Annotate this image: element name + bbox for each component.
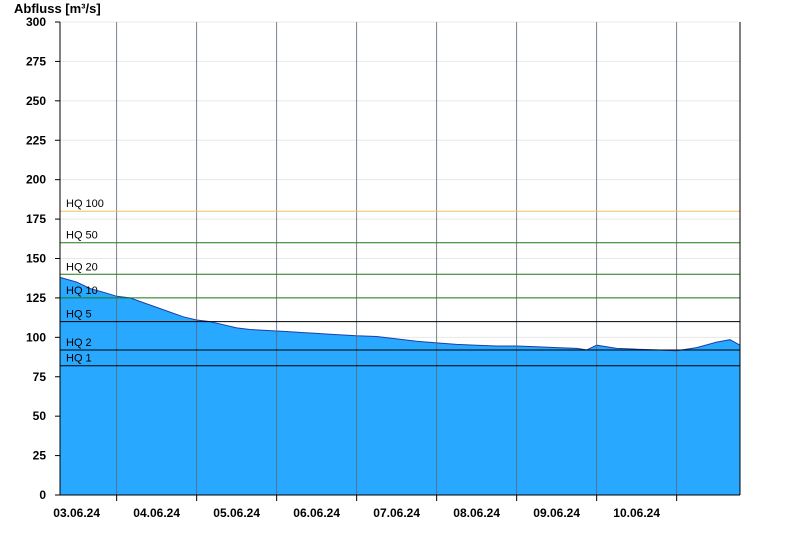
y-tick-label: 50 xyxy=(33,409,47,423)
discharge-line xyxy=(59,276,741,352)
reference-line-label: HQ 100 xyxy=(66,198,104,210)
x-tick-label: 10.06.24 xyxy=(613,506,660,520)
x-tick-label: 06.06.24 xyxy=(293,506,340,520)
y-tick-label: 225 xyxy=(26,133,46,147)
y-tick-label: 125 xyxy=(26,291,46,305)
reference-line-label: HQ 50 xyxy=(66,230,98,242)
y-tick-label: 75 xyxy=(33,370,47,384)
y-tick-label: 300 xyxy=(26,15,46,29)
x-tick-label: 03.06.24 xyxy=(53,506,100,520)
y-tick-label: 0 xyxy=(39,488,46,502)
reference-line-label: HQ 5 xyxy=(66,309,92,321)
y-tick-label: 175 xyxy=(26,212,46,226)
y-tick-label: 25 xyxy=(33,449,47,463)
x-tick-label: 05.06.24 xyxy=(213,506,260,520)
discharge-area xyxy=(60,277,740,495)
x-tick-label: 07.06.24 xyxy=(373,506,420,520)
y-tick-label: 275 xyxy=(26,54,46,68)
reference-line-label: HQ 10 xyxy=(66,285,98,297)
reference-line-label: HQ 1 xyxy=(66,353,92,365)
y-tick-label: 200 xyxy=(26,173,46,187)
reference-line-label: HQ 20 xyxy=(66,261,98,273)
y-tick-label: 250 xyxy=(26,94,46,108)
reference-line-label: HQ 2 xyxy=(66,337,92,349)
x-tick-label: 08.06.24 xyxy=(453,506,500,520)
y-axis-title: Abfluss [m³/s] xyxy=(14,1,101,16)
y-tick-label: 150 xyxy=(26,252,46,266)
x-tick-label: 04.06.24 xyxy=(133,506,180,520)
y-tick-label: 100 xyxy=(26,330,46,344)
x-tick-label: 09.06.24 xyxy=(533,506,580,520)
